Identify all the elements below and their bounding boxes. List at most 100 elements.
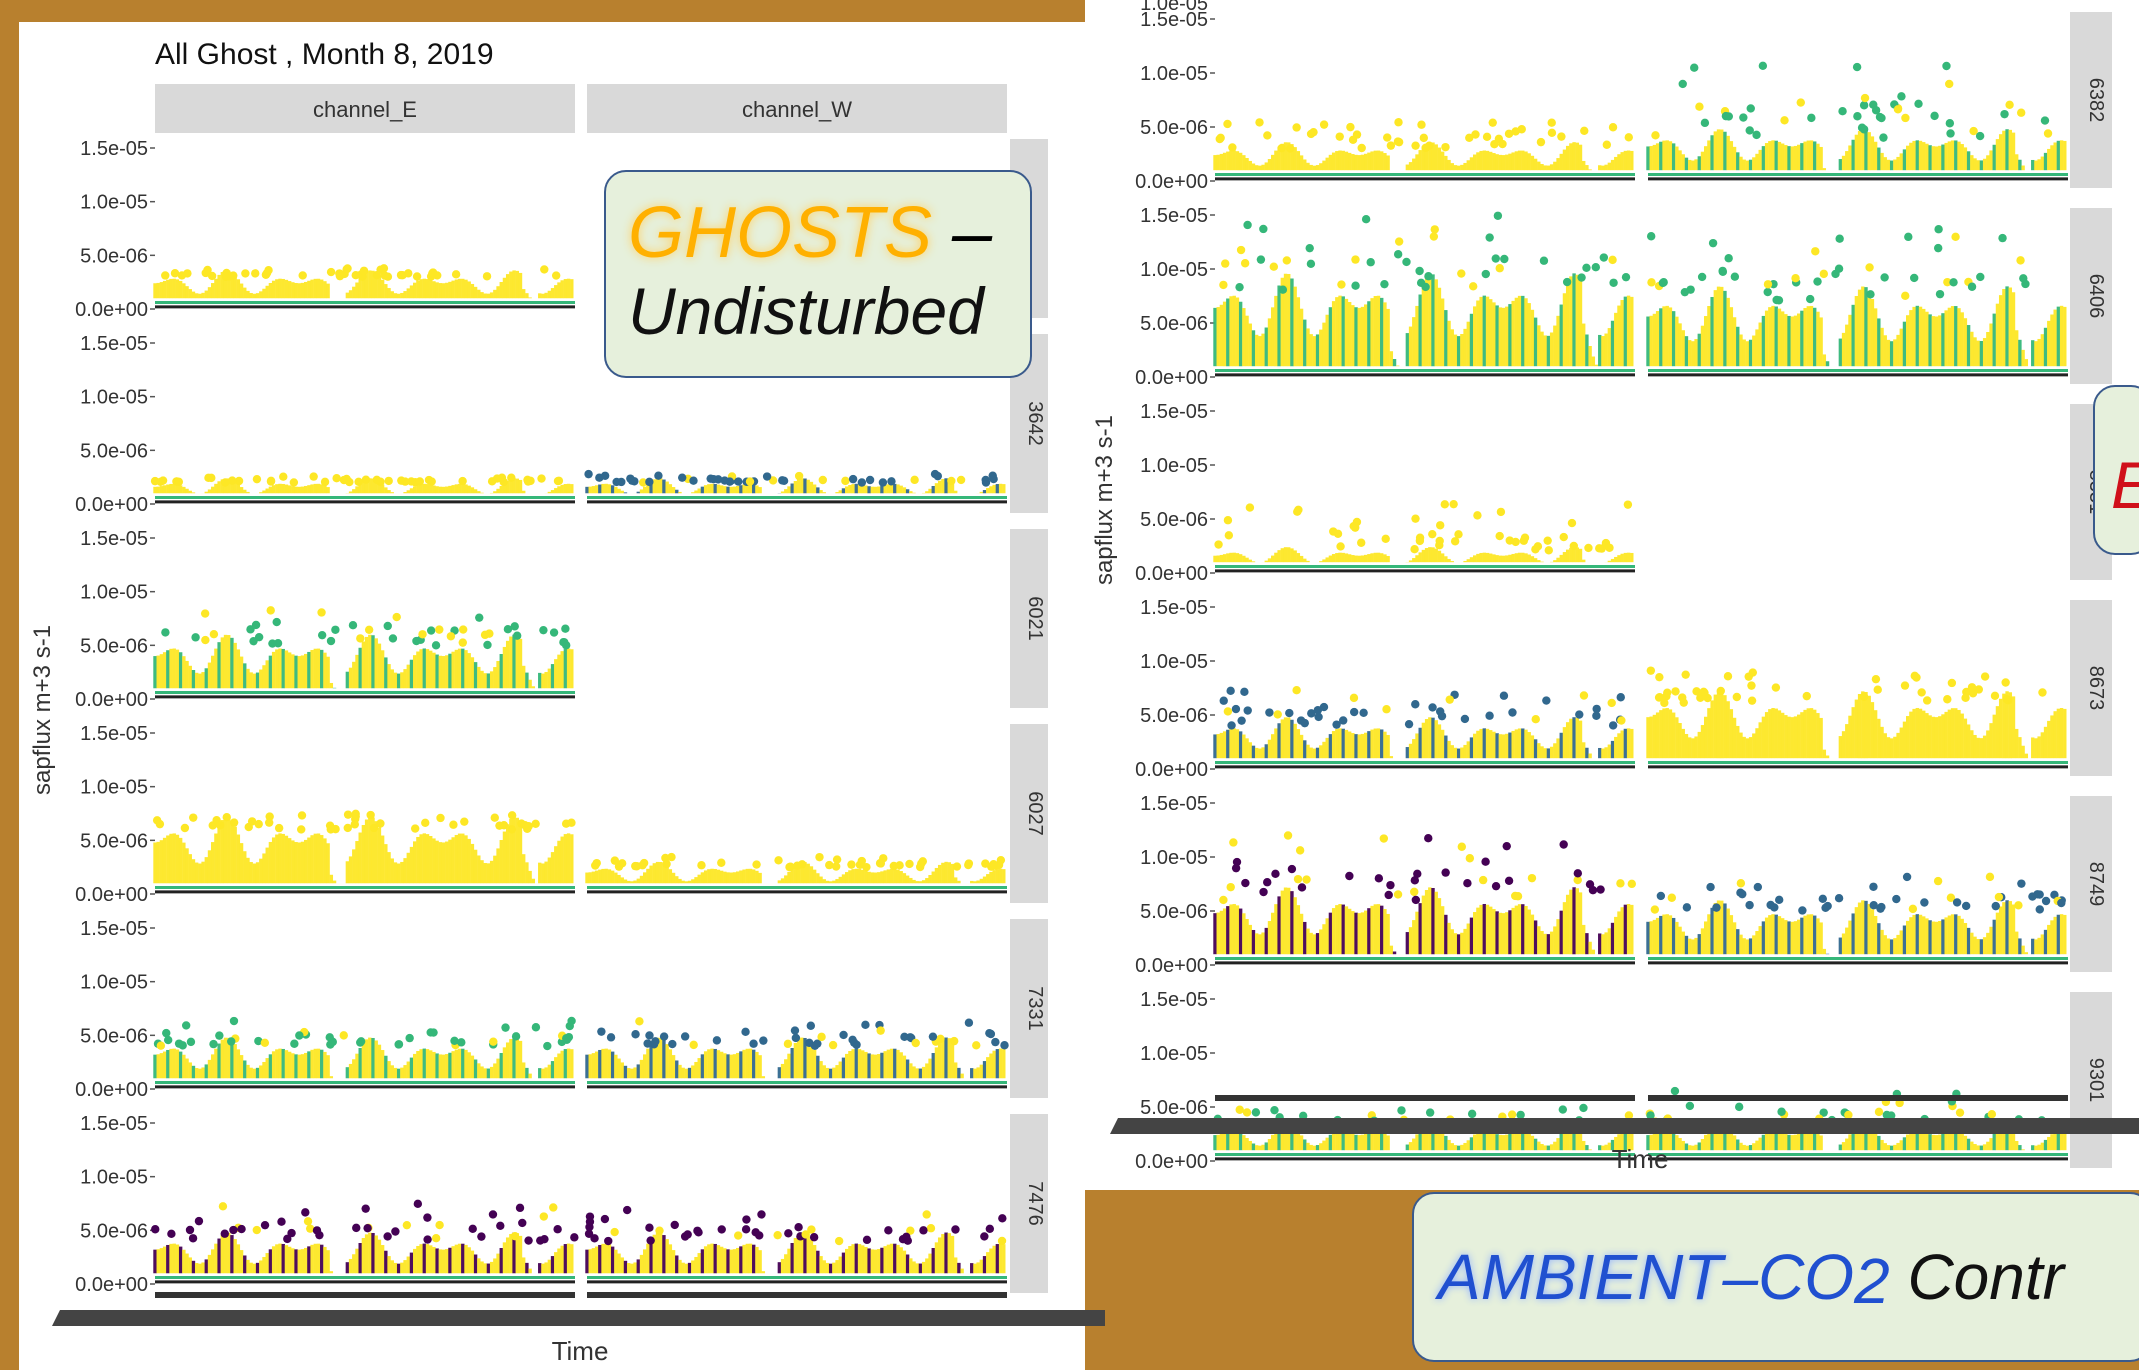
x-axis-bar bbox=[1215, 1095, 1635, 1101]
data-point bbox=[768, 476, 778, 485]
data-point bbox=[678, 473, 687, 482]
data-point bbox=[1428, 529, 1437, 539]
data-point bbox=[539, 1212, 549, 1221]
data-point bbox=[610, 856, 620, 865]
y-tick-label: 1.0e-05 bbox=[80, 972, 148, 994]
y-tick-label: 0.0e+00 bbox=[75, 1274, 148, 1296]
data-point bbox=[290, 1039, 299, 1048]
data-point bbox=[1306, 259, 1316, 269]
y-tick-label: 5.0e-06 bbox=[80, 1025, 148, 1047]
elevated-label: E bbox=[2111, 448, 2139, 522]
data-point bbox=[1295, 846, 1305, 855]
data-point bbox=[1667, 893, 1677, 902]
data-point bbox=[1752, 130, 1761, 140]
data-point bbox=[985, 1224, 995, 1234]
data-point bbox=[1285, 708, 1294, 718]
data-point bbox=[1658, 278, 1668, 288]
data-point bbox=[1605, 543, 1614, 552]
data-point bbox=[1228, 143, 1237, 152]
data-point bbox=[668, 1039, 677, 1049]
data-point bbox=[1481, 269, 1491, 279]
data-point bbox=[1542, 696, 1551, 705]
data-point bbox=[1943, 277, 1952, 287]
data-point bbox=[431, 641, 441, 650]
data-point bbox=[1457, 269, 1466, 278]
data-point bbox=[1763, 287, 1772, 297]
data-point bbox=[1502, 841, 1511, 851]
data-point bbox=[325, 1033, 334, 1042]
data-point bbox=[1724, 254, 1733, 263]
data-point bbox=[1949, 278, 1958, 287]
data-point bbox=[156, 1041, 166, 1050]
data-point bbox=[922, 1210, 931, 1219]
data-point bbox=[260, 1220, 270, 1230]
data-point bbox=[1504, 876, 1514, 885]
data-point bbox=[1424, 272, 1433, 281]
data-point bbox=[501, 1023, 510, 1032]
data-point bbox=[1967, 282, 1977, 291]
x-axis-bar bbox=[1648, 1095, 2068, 1101]
data-point bbox=[1724, 112, 1733, 121]
data-point bbox=[1394, 118, 1403, 127]
data-point bbox=[848, 474, 858, 484]
data-point bbox=[415, 477, 425, 486]
data-point bbox=[717, 1225, 726, 1234]
data-point bbox=[457, 1038, 466, 1047]
data-point bbox=[1902, 872, 1912, 882]
data-point bbox=[793, 861, 802, 870]
data-point bbox=[1329, 527, 1338, 536]
y-tick-label-partial: 1.0e-05 bbox=[1140, 0, 1208, 15]
data-point bbox=[489, 1037, 498, 1046]
ghosts-label: GHOSTS bbox=[628, 193, 933, 273]
data-point bbox=[2028, 892, 2037, 901]
y-tick-label: 1.0e-05 bbox=[1140, 63, 1208, 85]
data-point bbox=[831, 862, 841, 871]
data-point bbox=[1531, 715, 1540, 724]
facet-strip-row bbox=[1010, 919, 1048, 1098]
data-point bbox=[1763, 280, 1773, 289]
data-point bbox=[1223, 707, 1233, 716]
data-point bbox=[1678, 79, 1687, 89]
data-point bbox=[1592, 704, 1601, 714]
data-point bbox=[1871, 106, 1881, 115]
data-point bbox=[1415, 533, 1425, 542]
data-point bbox=[151, 1225, 160, 1234]
data-point bbox=[1961, 693, 1970, 703]
data-point bbox=[2017, 879, 2026, 888]
data-point bbox=[540, 265, 549, 274]
data-point bbox=[1945, 119, 1955, 128]
data-point bbox=[1493, 211, 1503, 220]
data-point bbox=[655, 1226, 664, 1235]
data-point bbox=[1471, 130, 1480, 139]
data-point bbox=[1263, 131, 1272, 140]
data-point bbox=[1293, 874, 1303, 884]
data-point bbox=[268, 639, 277, 648]
data-point bbox=[1650, 905, 1660, 914]
data-point bbox=[1577, 273, 1586, 282]
data-point bbox=[1718, 267, 1728, 277]
data-point bbox=[1745, 900, 1754, 910]
data-point bbox=[215, 1031, 224, 1040]
data-point bbox=[1421, 143, 1430, 153]
data-point bbox=[1969, 126, 1978, 136]
data-point bbox=[1349, 693, 1359, 703]
y-tick-label: 0.0e+00 bbox=[75, 1079, 148, 1101]
data-point bbox=[1866, 290, 1875, 299]
data-point bbox=[488, 1210, 498, 1219]
data-point bbox=[1712, 903, 1721, 912]
data-point bbox=[1608, 123, 1618, 132]
data-point bbox=[1975, 131, 1985, 141]
data-point bbox=[174, 477, 184, 486]
data-point bbox=[997, 1236, 1007, 1246]
data-point bbox=[181, 1021, 191, 1030]
data-point bbox=[906, 1226, 915, 1235]
data-point bbox=[228, 476, 237, 485]
data-point bbox=[817, 1032, 826, 1042]
data-point bbox=[384, 476, 393, 486]
data-point bbox=[1933, 876, 1943, 886]
data-point bbox=[1692, 687, 1701, 696]
data-point bbox=[818, 475, 828, 485]
data-point bbox=[617, 859, 627, 868]
data-point bbox=[379, 264, 389, 273]
data-point bbox=[156, 477, 165, 487]
